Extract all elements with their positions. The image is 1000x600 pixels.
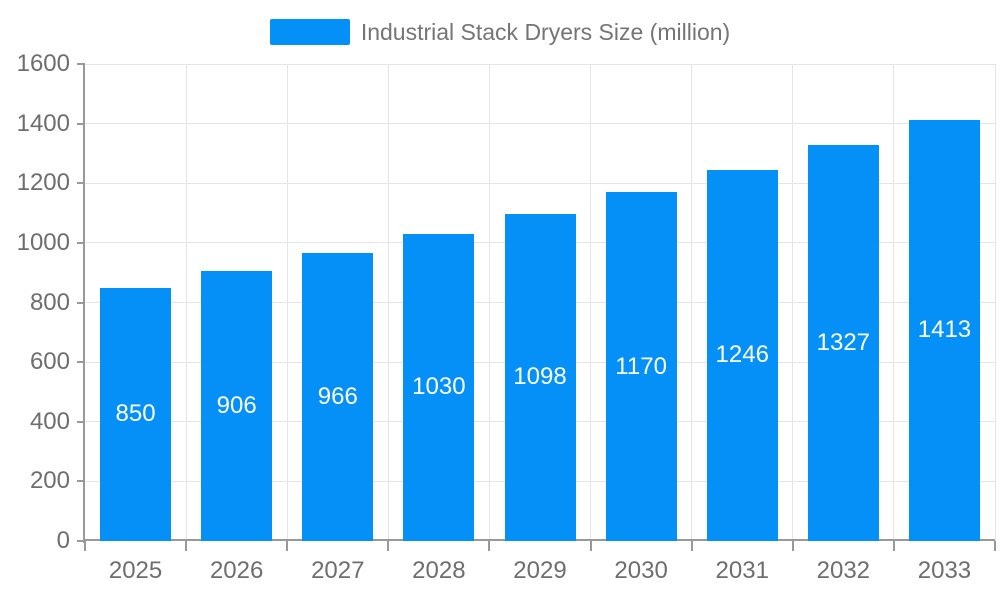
y-axis-label: 800 xyxy=(29,288,70,316)
legend[interactable]: Industrial Stack Dryers Size (million) xyxy=(0,18,1000,46)
bar-2028[interactable] xyxy=(403,233,474,541)
bar-value-label: 850 xyxy=(115,400,156,428)
gridline-vertical xyxy=(792,64,794,541)
legend-label: Industrial Stack Dryers Size (million) xyxy=(360,19,731,45)
x-axis-label: 2027 xyxy=(311,557,365,584)
bar-value-label: 966 xyxy=(317,383,358,410)
bar-value-label: 1030 xyxy=(412,373,466,401)
x-axis-tick xyxy=(185,541,188,551)
y-axis-tick xyxy=(77,241,85,244)
bar-2033[interactable] xyxy=(909,119,980,541)
bar-value-label: 1170 xyxy=(615,352,667,380)
y-axis-label: 1200 xyxy=(16,169,70,197)
x-axis-label: 2028 xyxy=(412,557,466,584)
x-axis-label: 2033 xyxy=(917,557,972,584)
y-axis-tick xyxy=(77,122,85,125)
y-axis-line xyxy=(83,64,85,543)
y-axis-tick xyxy=(77,301,85,304)
gridline-vertical xyxy=(893,64,895,541)
bar-value-label: 1098 xyxy=(513,363,567,391)
bar-2025[interactable] xyxy=(100,287,171,541)
y-axis-tick xyxy=(77,361,85,364)
gridline-vertical xyxy=(691,64,693,541)
y-axis-tick xyxy=(77,420,85,423)
gridline-vertical xyxy=(488,64,490,541)
bar-2030[interactable] xyxy=(606,192,677,541)
x-axis-tick xyxy=(994,541,996,551)
gridline-horizontal xyxy=(85,63,995,65)
y-axis-label: 1400 xyxy=(16,109,70,137)
bar-2026[interactable] xyxy=(201,270,272,541)
bar-value-label: 1246 xyxy=(715,341,769,369)
bar-2029[interactable] xyxy=(505,213,576,541)
x-axis-tick xyxy=(791,541,794,551)
x-axis-label: 2026 xyxy=(209,557,264,584)
y-axis-tick xyxy=(77,63,85,65)
bar-2027[interactable] xyxy=(302,253,373,541)
bar-value-label: 906 xyxy=(216,391,257,419)
y-axis-label: 200 xyxy=(29,467,70,495)
legend-swatch-icon xyxy=(269,19,350,45)
gridline-vertical xyxy=(286,64,288,541)
x-axis-label: 2025 xyxy=(108,557,163,584)
x-axis-label: 2032 xyxy=(816,557,871,584)
gridline-vertical xyxy=(185,64,187,541)
x-axis-tick xyxy=(286,541,289,551)
x-axis-tick xyxy=(84,541,86,551)
bar-value-label: 1327 xyxy=(816,329,871,357)
gridline-vertical xyxy=(994,64,996,541)
x-axis-tick xyxy=(488,541,491,551)
y-axis-label: 0 xyxy=(56,527,70,554)
y-axis-tick xyxy=(77,182,85,185)
x-axis-label: 2031 xyxy=(715,557,769,584)
y-axis-label: 600 xyxy=(29,348,70,376)
x-axis-label: 2030 xyxy=(614,557,668,584)
y-axis-tick xyxy=(77,540,85,542)
y-axis-label: 1000 xyxy=(16,228,70,256)
y-axis-label: 1600 xyxy=(16,50,70,77)
x-axis-tick xyxy=(892,541,895,551)
bar-2032[interactable] xyxy=(808,145,879,541)
y-axis-label: 400 xyxy=(29,407,70,435)
bar-value-label: 1413 xyxy=(917,316,972,344)
gridline-horizontal xyxy=(85,182,995,184)
x-axis-tick xyxy=(387,541,390,551)
y-axis-tick xyxy=(77,480,85,483)
x-axis-label: 2029 xyxy=(513,557,567,584)
gridline-horizontal xyxy=(85,123,995,125)
gridline-vertical xyxy=(387,64,389,541)
x-axis-tick xyxy=(589,541,592,551)
x-axis-tick xyxy=(690,541,693,551)
gridline-vertical xyxy=(590,64,592,541)
bar-2031[interactable] xyxy=(707,169,778,541)
